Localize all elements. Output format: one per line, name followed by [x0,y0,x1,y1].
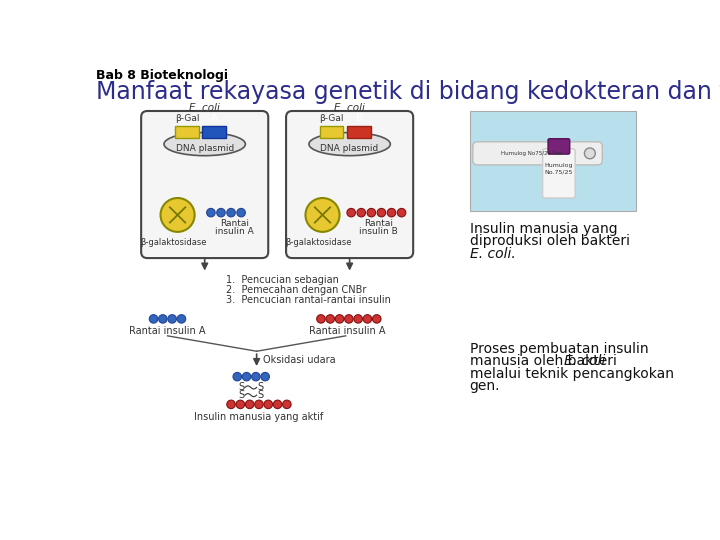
Text: E. coli: E. coli [189,103,220,113]
Circle shape [347,208,356,217]
Circle shape [377,208,386,217]
FancyBboxPatch shape [141,111,269,258]
Text: 2.  Pemecahan dengan CNBr: 2. Pemecahan dengan CNBr [225,285,366,295]
Circle shape [233,373,241,381]
Circle shape [237,208,246,217]
Circle shape [585,148,595,159]
Text: Manfaat rekayasa genetik di bidang kedokteran dan farmasi: Manfaat rekayasa genetik di bidang kedok… [96,80,720,104]
Text: manusia oleh bakteri: manusia oleh bakteri [469,354,621,368]
Circle shape [367,208,376,217]
Text: S: S [239,390,245,400]
Text: DNA plasmid: DNA plasmid [176,144,234,153]
FancyBboxPatch shape [175,126,199,138]
FancyBboxPatch shape [202,126,225,138]
Circle shape [255,400,264,409]
Text: insulin A: insulin A [215,227,253,237]
Text: 1.  Pencucian sebagian: 1. Pencucian sebagian [225,275,338,285]
Circle shape [168,315,176,323]
Text: β-galaktosidase: β-galaktosidase [285,238,352,247]
Text: DNA plasmid: DNA plasmid [320,144,379,153]
Text: gen.: gen. [469,379,500,393]
Text: E. coli.: E. coli. [469,247,516,260]
Circle shape [236,400,245,409]
Circle shape [357,208,366,217]
Text: insulin B: insulin B [359,227,397,237]
Text: Oksidasi udara: Oksidasi udara [263,355,336,365]
Circle shape [345,315,353,323]
Text: Proses pembuatan insulin: Proses pembuatan insulin [469,342,649,356]
Text: β-Gal: β-Gal [320,114,344,123]
Circle shape [282,400,291,409]
Text: Humulog No75/25 Pen: Humulog No75/25 Pen [501,151,562,156]
Circle shape [158,315,167,323]
Text: Insulin manusia yang: Insulin manusia yang [469,222,617,236]
Circle shape [227,208,235,217]
Circle shape [261,373,269,381]
FancyBboxPatch shape [543,148,575,198]
FancyBboxPatch shape [469,111,636,211]
Circle shape [274,400,282,409]
Circle shape [149,315,158,323]
Circle shape [177,315,186,323]
Text: 3.  Pencucian rantai-rantai insulin: 3. Pencucian rantai-rantai insulin [225,295,390,305]
Ellipse shape [164,132,246,156]
FancyBboxPatch shape [548,139,570,154]
Circle shape [363,315,372,323]
Text: S: S [258,382,264,393]
Text: Insulin manusia yang aktif: Insulin manusia yang aktif [194,412,323,422]
Circle shape [397,208,406,217]
Text: A: A [211,113,217,123]
Text: Rantai: Rantai [364,219,393,228]
Ellipse shape [309,132,390,156]
Circle shape [207,208,215,217]
Circle shape [305,198,340,232]
Circle shape [217,208,225,217]
Text: S: S [239,382,245,393]
Text: Humulog
No.75/25: Humulog No.75/25 [544,163,573,174]
Circle shape [336,315,344,323]
Circle shape [251,373,260,381]
Text: B: B [356,113,362,123]
Text: melalui teknik pencangkokan: melalui teknik pencangkokan [469,367,674,381]
Circle shape [354,315,362,323]
Circle shape [387,208,396,217]
Text: Rantai insulin A: Rantai insulin A [130,326,206,336]
Text: Rantai: Rantai [220,219,248,228]
FancyBboxPatch shape [286,111,413,258]
Text: Rantai insulin A: Rantai insulin A [309,326,385,336]
FancyBboxPatch shape [320,126,343,138]
Text: E. coli: E. coli [564,354,606,368]
Text: diproduksi oleh bakteri: diproduksi oleh bakteri [469,234,630,248]
Circle shape [243,373,251,381]
Text: S: S [258,390,264,400]
FancyBboxPatch shape [473,142,602,165]
Circle shape [227,400,235,409]
Circle shape [264,400,272,409]
Circle shape [317,315,325,323]
Text: Bab 8 Bioteknologi: Bab 8 Bioteknologi [96,70,228,83]
Text: β-galaktosidase: β-galaktosidase [140,238,207,247]
Text: E. coli: E. coli [334,103,365,113]
Text: β-Gal: β-Gal [175,114,199,123]
Circle shape [161,198,194,232]
Circle shape [372,315,381,323]
Circle shape [246,400,254,409]
Circle shape [326,315,335,323]
FancyBboxPatch shape [347,126,371,138]
